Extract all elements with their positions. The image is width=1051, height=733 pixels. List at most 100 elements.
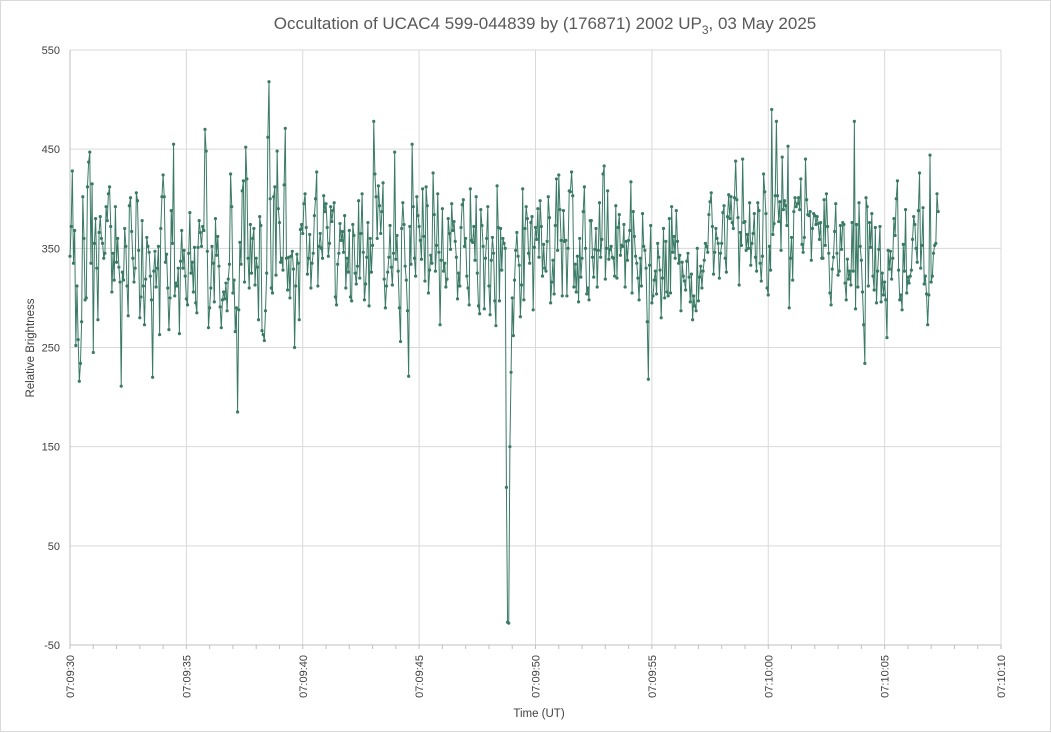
- data-point: [80, 320, 84, 324]
- data-point: [397, 306, 401, 310]
- data-point: [671, 250, 675, 254]
- data-point: [898, 298, 902, 302]
- data-point: [270, 291, 275, 295]
- data-point: [681, 274, 685, 278]
- data-point: [751, 231, 755, 236]
- data-point: [98, 215, 102, 219]
- data-point: [138, 316, 142, 320]
- data-point: [667, 216, 671, 221]
- data-point: [782, 199, 787, 203]
- data-point: [389, 265, 393, 269]
- data-point: [160, 195, 164, 199]
- data-point: [914, 246, 918, 250]
- data-point: [901, 242, 905, 246]
- data-point: [770, 107, 774, 112]
- data-point: [479, 208, 483, 212]
- data-point: [545, 239, 549, 243]
- data-point: [905, 291, 909, 295]
- data-point: [123, 226, 127, 231]
- data-point: [657, 255, 661, 259]
- data-point: [373, 172, 377, 176]
- data-point: [242, 280, 247, 284]
- data-point: [809, 258, 813, 262]
- data-point: [566, 246, 570, 250]
- data-point: [629, 180, 633, 184]
- data-point: [632, 234, 637, 239]
- data-point: [765, 286, 769, 290]
- data-point: [96, 318, 100, 322]
- data-point: [159, 226, 163, 231]
- data-point: [370, 243, 375, 247]
- data-point: [543, 266, 547, 270]
- data-point: [628, 228, 632, 233]
- data-point: [169, 209, 173, 213]
- data-point: [390, 283, 394, 287]
- data-point: [209, 286, 213, 290]
- data-point: [654, 292, 659, 296]
- data-point: [94, 216, 98, 221]
- data-point: [87, 160, 91, 164]
- data-point: [734, 159, 738, 163]
- data-point: [761, 172, 766, 176]
- data-point: [870, 212, 874, 216]
- data-point: [764, 212, 768, 216]
- data-point: [260, 329, 264, 333]
- data-point: [360, 192, 364, 196]
- data-point: [164, 252, 169, 256]
- data-point: [492, 251, 496, 255]
- data-point: [199, 244, 204, 248]
- y-axis-title: Relative Brightness: [25, 298, 37, 397]
- data-point: [815, 215, 819, 219]
- data-point: [334, 303, 339, 307]
- data-point: [89, 261, 93, 265]
- data-point: [874, 301, 879, 305]
- data-point: [703, 241, 708, 245]
- data-point: [142, 323, 147, 327]
- data-point: [102, 256, 106, 260]
- data-point: [362, 298, 367, 302]
- data-point: [865, 205, 869, 209]
- data-point: [891, 256, 895, 260]
- data-point: [888, 249, 893, 253]
- data-point: [454, 255, 458, 259]
- data-point: [549, 301, 553, 305]
- data-point: [331, 209, 335, 213]
- data-point: [526, 251, 531, 255]
- data-point: [564, 238, 568, 242]
- data-point: [258, 215, 262, 219]
- data-point: [796, 196, 801, 200]
- data-point: [304, 225, 308, 230]
- data-point: [181, 266, 185, 270]
- data-point: [408, 224, 412, 229]
- data-point: [147, 250, 151, 254]
- data-point: [750, 241, 754, 245]
- data-point: [192, 245, 197, 249]
- data-point: [418, 238, 422, 242]
- data-point: [845, 257, 849, 261]
- data-point: [376, 184, 380, 188]
- data-point: [197, 218, 201, 223]
- data-point: [731, 226, 735, 231]
- data-point: [771, 232, 775, 237]
- data-point: [226, 277, 230, 281]
- data-point: [301, 231, 305, 236]
- data-point: [90, 182, 94, 186]
- data-point: [394, 257, 398, 261]
- data-point: [876, 269, 880, 273]
- data-point: [481, 244, 485, 248]
- data-point: [633, 254, 638, 258]
- data-point: [552, 292, 556, 296]
- data-point: [377, 204, 382, 208]
- data-point: [145, 235, 149, 240]
- data-point: [706, 250, 710, 254]
- data-point: [503, 246, 507, 250]
- data-point: [507, 621, 511, 625]
- data-point: [282, 183, 286, 187]
- data-point: [746, 246, 751, 250]
- data-point: [283, 126, 287, 130]
- data-point: [201, 224, 205, 229]
- data-point: [400, 226, 404, 231]
- data-point: [482, 307, 486, 311]
- data-point: [829, 303, 833, 307]
